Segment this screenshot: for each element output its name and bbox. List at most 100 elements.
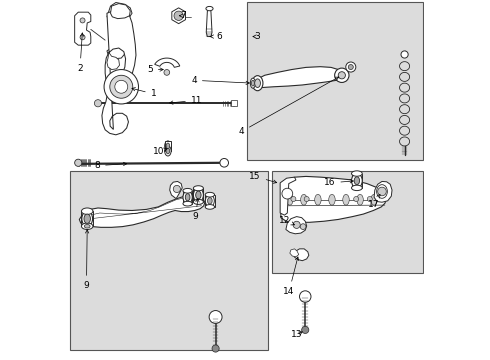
Text: 9: 9	[193, 199, 199, 221]
Circle shape	[174, 11, 183, 21]
Ellipse shape	[351, 171, 362, 176]
Text: 13: 13	[291, 330, 303, 339]
Ellipse shape	[205, 192, 215, 197]
Polygon shape	[155, 58, 180, 67]
Circle shape	[291, 197, 296, 202]
Polygon shape	[294, 249, 309, 261]
Polygon shape	[111, 4, 130, 19]
Circle shape	[300, 224, 306, 229]
Polygon shape	[107, 46, 125, 59]
Bar	[81, 211, 93, 226]
Polygon shape	[206, 9, 212, 37]
Ellipse shape	[205, 204, 215, 209]
Polygon shape	[107, 52, 120, 69]
Ellipse shape	[315, 194, 321, 205]
Text: 7: 7	[179, 11, 186, 20]
Ellipse shape	[194, 199, 203, 204]
Polygon shape	[172, 8, 186, 24]
Ellipse shape	[301, 194, 307, 205]
Ellipse shape	[208, 198, 212, 204]
Ellipse shape	[351, 174, 362, 188]
Circle shape	[80, 18, 85, 23]
Circle shape	[401, 51, 408, 58]
Bar	[247, 3, 422, 160]
Ellipse shape	[185, 194, 190, 201]
Polygon shape	[74, 12, 91, 45]
Ellipse shape	[250, 78, 255, 88]
Circle shape	[282, 188, 293, 199]
Bar	[231, 100, 237, 106]
Ellipse shape	[183, 201, 192, 206]
Circle shape	[354, 197, 359, 202]
Ellipse shape	[351, 185, 362, 190]
Polygon shape	[290, 249, 299, 257]
Ellipse shape	[205, 195, 214, 207]
Polygon shape	[79, 195, 205, 227]
Circle shape	[104, 69, 139, 104]
Ellipse shape	[81, 208, 93, 215]
Circle shape	[212, 345, 219, 352]
Ellipse shape	[354, 177, 360, 185]
Circle shape	[220, 158, 228, 167]
Circle shape	[368, 197, 372, 202]
Ellipse shape	[82, 211, 93, 226]
Bar	[165, 141, 171, 151]
Polygon shape	[256, 67, 342, 87]
Circle shape	[335, 68, 349, 82]
Ellipse shape	[251, 80, 254, 86]
Text: 5: 5	[147, 65, 163, 74]
Text: 6: 6	[210, 32, 221, 41]
Circle shape	[348, 64, 353, 69]
Ellipse shape	[206, 6, 213, 11]
Bar	[351, 174, 362, 188]
Text: 12: 12	[279, 216, 294, 225]
Text: 11: 11	[170, 96, 202, 105]
Text: 16: 16	[324, 178, 353, 187]
Text: 3: 3	[253, 32, 260, 41]
Text: 2: 2	[77, 33, 84, 73]
Bar	[205, 195, 215, 207]
Circle shape	[173, 185, 180, 193]
Ellipse shape	[194, 188, 203, 202]
Text: 1: 1	[132, 87, 156, 98]
Circle shape	[164, 69, 170, 75]
Circle shape	[115, 80, 128, 93]
Ellipse shape	[287, 194, 293, 205]
Ellipse shape	[166, 148, 170, 154]
Ellipse shape	[84, 214, 91, 224]
Bar	[183, 191, 192, 204]
Ellipse shape	[252, 76, 263, 91]
Ellipse shape	[165, 146, 171, 156]
Ellipse shape	[183, 188, 192, 193]
Ellipse shape	[81, 223, 93, 229]
Text: 4: 4	[191, 76, 249, 85]
Text: 14: 14	[283, 257, 299, 296]
Ellipse shape	[357, 194, 363, 205]
Polygon shape	[374, 181, 392, 202]
Circle shape	[74, 159, 82, 166]
Polygon shape	[280, 177, 296, 215]
Ellipse shape	[255, 79, 260, 87]
Ellipse shape	[371, 194, 377, 205]
Ellipse shape	[343, 194, 349, 205]
Circle shape	[110, 75, 133, 98]
Ellipse shape	[166, 143, 170, 149]
Polygon shape	[170, 181, 182, 199]
Text: 10: 10	[152, 147, 167, 156]
Circle shape	[302, 326, 309, 333]
Ellipse shape	[84, 225, 90, 228]
Text: 4: 4	[239, 77, 339, 136]
Circle shape	[209, 311, 222, 323]
Bar	[70, 171, 269, 350]
Circle shape	[304, 197, 309, 202]
Text: 15: 15	[249, 172, 277, 183]
Circle shape	[338, 72, 345, 79]
Ellipse shape	[329, 194, 335, 205]
Circle shape	[293, 221, 300, 228]
Bar	[272, 171, 422, 273]
Polygon shape	[102, 11, 136, 135]
Circle shape	[346, 62, 356, 72]
Polygon shape	[281, 176, 387, 222]
Circle shape	[378, 187, 386, 196]
Ellipse shape	[165, 141, 171, 151]
